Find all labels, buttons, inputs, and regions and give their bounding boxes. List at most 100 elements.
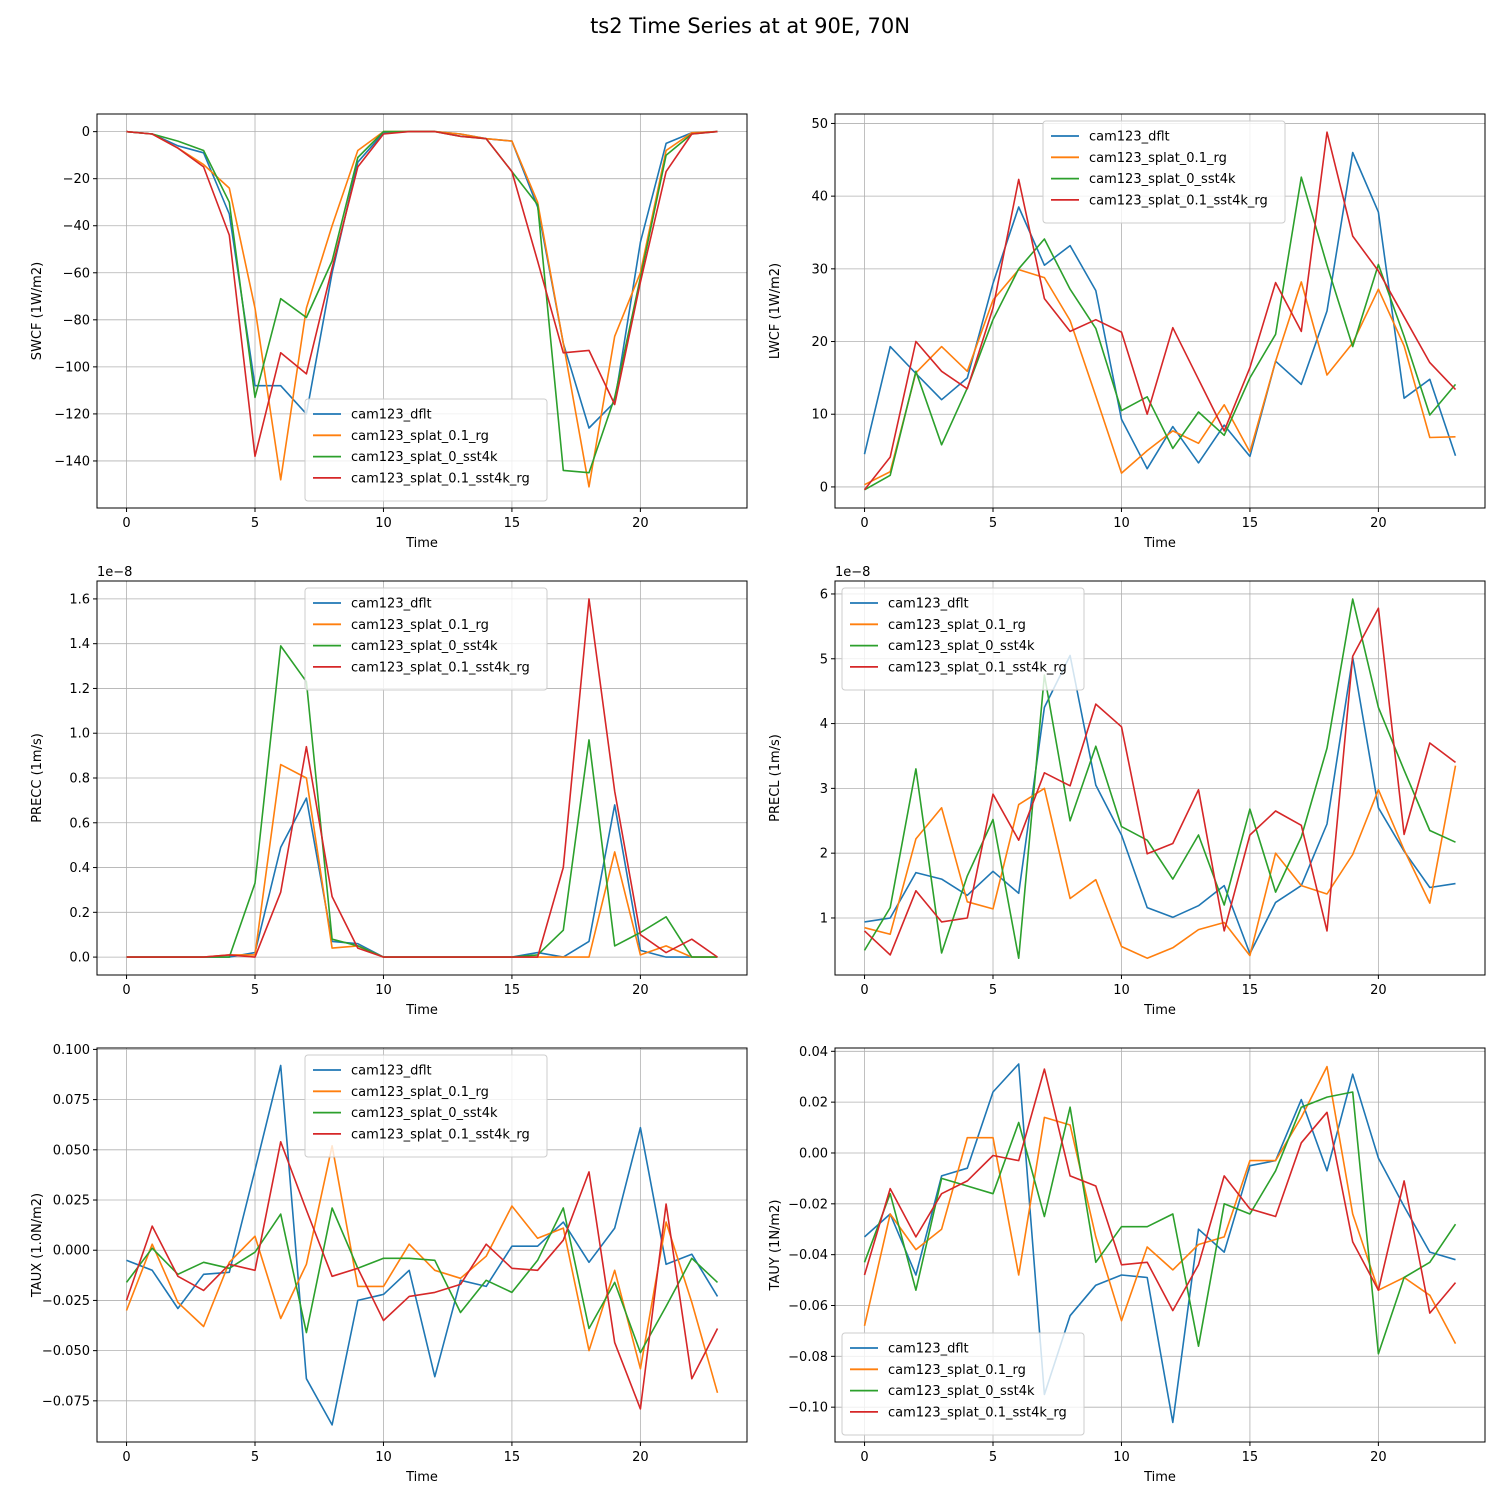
x-tick-label: 20 bbox=[1370, 1450, 1387, 1465]
y-exponent-label: 1e−8 bbox=[835, 565, 870, 580]
legend-label: cam123_splat_0.1_sst4k_rg bbox=[888, 1405, 1067, 1420]
series-line-cam123_splat_0.1_sst4k_rg bbox=[126, 130, 718, 458]
subplot-6: 0 5 10 15 20 0.04 0.02 0.00 −0.02 −0.04 −0.06 −0.08… bbox=[768, 1045, 1486, 1485]
y-tick-label: 1.4 bbox=[69, 637, 90, 652]
series-line-cam123_splat_0.1_rg bbox=[864, 765, 1457, 960]
x-tick-label: 0 bbox=[122, 1450, 130, 1465]
series-line-cam123_splat_0_sst4k bbox=[863, 1091, 1457, 1355]
x-axis-label: Time bbox=[1143, 536, 1176, 551]
subplot-1: 0 5 10 15 20 0 −20 −40 −60 −80 −100 −120 −140 Time SWC… bbox=[30, 113, 748, 551]
legend-label: cam123_splat_0_sst4k bbox=[888, 1384, 1035, 1399]
x-tick-label: 20 bbox=[632, 1450, 649, 1465]
y-tick-label: 0.6 bbox=[69, 816, 90, 831]
x-tick-label: 20 bbox=[1370, 516, 1387, 531]
x-axis-label: Time bbox=[405, 1470, 438, 1485]
legend-label: cam123_dflt bbox=[351, 1064, 432, 1079]
y-axis-label: LWCF (1W/m2) bbox=[768, 263, 783, 359]
legend-label: cam123_splat_0.1_sst4k_rg bbox=[1089, 193, 1268, 208]
y-tick-label: 20 bbox=[811, 335, 828, 350]
y-tick-label: −60 bbox=[63, 266, 90, 281]
x-tick-label: 10 bbox=[1113, 983, 1130, 998]
y-tick-label: 1.6 bbox=[69, 592, 90, 607]
x-tick-label: 15 bbox=[504, 1450, 521, 1465]
legend-label: cam123_splat_0.1_rg bbox=[888, 1363, 1026, 1378]
x-tick-label: 20 bbox=[632, 516, 649, 531]
y-tick-label: −140 bbox=[54, 454, 90, 469]
series-line-cam123_splat_0.1_sst4k_rg bbox=[125, 1141, 719, 1410]
legend: cam123_dflt cam123_splat_0.1_rg cam123_spl… bbox=[304, 587, 548, 691]
y-tick-label: −0.050 bbox=[42, 1344, 90, 1359]
subplot-3: 0 5 10 15 20 0.0 0.2 0.4 0.6 0.8 1.0 1.2 1.4 1.6 1e−8 T… bbox=[30, 565, 748, 1018]
y-tick-label: 0.0 bbox=[69, 951, 90, 966]
axes-frame bbox=[96, 113, 748, 509]
legend-label: cam123_dflt bbox=[351, 597, 432, 612]
legend-label: cam123_splat_0.1_rg bbox=[888, 618, 1026, 633]
series-line-cam123_splat_0.1_rg bbox=[125, 1145, 719, 1394]
y-tick-label: 0 bbox=[82, 125, 90, 140]
series-line-cam123_splat_0.1_sst4k_rg bbox=[863, 1068, 1457, 1314]
y-tick-label: −0.08 bbox=[788, 1350, 828, 1365]
x-tick-label: 0 bbox=[860, 516, 868, 531]
x-tick-label: 10 bbox=[1113, 516, 1130, 531]
y-tick-label: 6 bbox=[820, 587, 828, 602]
y-tick-label: −0.025 bbox=[42, 1294, 90, 1309]
y-axis-label: PRECL (1m/s) bbox=[768, 734, 783, 822]
x-tick-label: 15 bbox=[1242, 983, 1259, 998]
y-tick-label: 5 bbox=[820, 652, 828, 667]
y-tick-label: 50 bbox=[811, 117, 828, 132]
legend: cam123_dflt cam123_splat_0.1_rg cam123_spl… bbox=[1042, 120, 1286, 224]
series-line-cam123_dflt bbox=[863, 151, 1457, 470]
y-tick-label: 0.2 bbox=[69, 906, 90, 921]
y-tick-label: 40 bbox=[811, 190, 828, 205]
x-tick-label: 0 bbox=[122, 516, 130, 531]
legend: cam123_dflt cam123_splat_0.1_rg cam123_spl… bbox=[304, 1054, 548, 1158]
legend-label: cam123_splat_0.1_sst4k_rg bbox=[351, 1127, 530, 1142]
y-tick-label: 4 bbox=[820, 717, 828, 732]
series-line-cam123_dflt bbox=[863, 1063, 1456, 1424]
legend-label: cam123_splat_0.1_rg bbox=[351, 1085, 489, 1100]
legend: cam123_dflt cam123_splat_0.1_rg cam123_spl… bbox=[841, 587, 1085, 691]
y-tick-label: 3 bbox=[820, 782, 828, 797]
y-tick-label: 0.04 bbox=[799, 1045, 828, 1060]
y-axis-label: TAUY (1N/m2) bbox=[768, 1200, 783, 1292]
series-line-cam123_dflt bbox=[126, 797, 718, 958]
legend: cam123_dflt cam123_splat_0.1_rg cam123_spl… bbox=[304, 398, 548, 502]
x-tick-label: 5 bbox=[989, 516, 997, 531]
x-tick-label: 5 bbox=[251, 983, 259, 998]
x-tick-label: 5 bbox=[989, 1450, 997, 1465]
x-tick-label: 15 bbox=[504, 516, 521, 531]
legend-label: cam123_dflt bbox=[888, 1342, 969, 1357]
y-tick-label: −0.02 bbox=[788, 1197, 828, 1212]
x-axis-label: Time bbox=[405, 1003, 438, 1018]
x-tick-label: 0 bbox=[122, 983, 130, 998]
axes-frame bbox=[96, 1047, 748, 1443]
series-line-cam123_dflt bbox=[864, 654, 1456, 955]
y-tick-label: 0.00 bbox=[799, 1146, 828, 1161]
y-tick-label: −120 bbox=[54, 407, 90, 422]
y-tick-label: −0.075 bbox=[42, 1394, 90, 1409]
y-tick-label: 0.100 bbox=[53, 1043, 90, 1058]
x-tick-label: 5 bbox=[989, 983, 997, 998]
y-tick-label: 1 bbox=[820, 911, 828, 926]
legend-label: cam123_dflt bbox=[1089, 130, 1170, 145]
y-tick-label: 10 bbox=[811, 408, 828, 423]
legend-box bbox=[304, 1054, 548, 1158]
x-axis-label: Time bbox=[1143, 1003, 1176, 1018]
y-tick-label: 0.02 bbox=[799, 1096, 828, 1111]
y-tick-label: 1.2 bbox=[69, 682, 90, 697]
y-tick-label: 0 bbox=[820, 480, 828, 495]
y-tick-label: −0.06 bbox=[788, 1299, 828, 1314]
y-tick-label: 0.050 bbox=[53, 1143, 90, 1158]
y-axis-label: TAUX (1.0N/m2) bbox=[30, 1193, 45, 1298]
series-line-cam123_splat_0.1_sst4k_rg bbox=[863, 131, 1457, 491]
y-tick-label: 0.075 bbox=[53, 1093, 90, 1108]
y-tick-label: −100 bbox=[54, 360, 90, 375]
axes-frame bbox=[834, 580, 1486, 976]
x-tick-label: 0 bbox=[860, 983, 868, 998]
x-tick-label: 15 bbox=[504, 983, 521, 998]
y-tick-label: −0.10 bbox=[788, 1401, 828, 1416]
x-tick-label: 10 bbox=[375, 516, 392, 531]
y-axis-label: PRECC (1m/s) bbox=[30, 733, 45, 823]
x-tick-label: 5 bbox=[251, 1450, 259, 1465]
y-axis-label: SWCF (1W/m2) bbox=[30, 262, 45, 360]
